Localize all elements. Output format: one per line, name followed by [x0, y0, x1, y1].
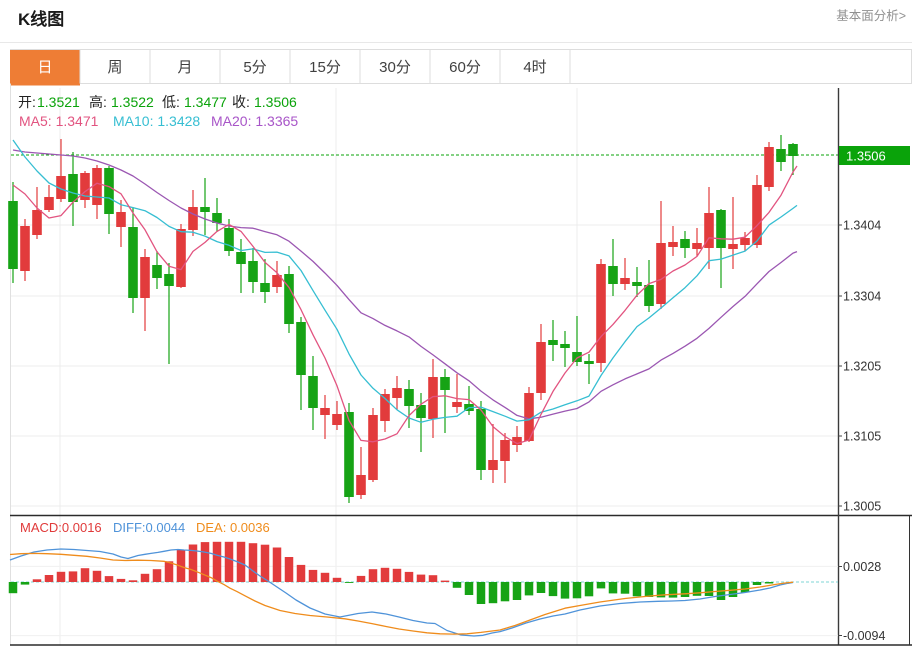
- svg-text:开:: 开:: [18, 94, 36, 110]
- svg-text:1.3105: 1.3105: [843, 430, 881, 444]
- svg-text:1.3506: 1.3506: [254, 94, 297, 110]
- svg-text:MA5: 1.3471: MA5: 1.3471: [19, 113, 99, 129]
- svg-text:1.3506: 1.3506: [846, 149, 886, 164]
- svg-text:MA20: 1.3365: MA20: 1.3365: [211, 113, 298, 129]
- svg-text:60分: 60分: [449, 59, 481, 76]
- svg-text:1.3477: 1.3477: [184, 94, 227, 110]
- svg-text:收:: 收:: [232, 94, 250, 110]
- svg-text:1.3404: 1.3404: [843, 219, 881, 233]
- svg-text:月: 月: [177, 59, 192, 76]
- svg-text:1.3005: 1.3005: [843, 500, 881, 514]
- svg-text:15分: 15分: [309, 59, 341, 76]
- svg-text:1.3522: 1.3522: [111, 94, 154, 110]
- svg-text:1.3521: 1.3521: [37, 94, 80, 110]
- svg-text:高:: 高:: [89, 94, 107, 110]
- svg-text:0.0028: 0.0028: [843, 560, 881, 574]
- svg-text:4时: 4时: [523, 59, 546, 76]
- svg-text:K线图: K线图: [18, 9, 64, 29]
- svg-text:1.3304: 1.3304: [843, 290, 881, 304]
- svg-text:日: 日: [37, 59, 52, 76]
- svg-text:-0.0094: -0.0094: [843, 629, 885, 643]
- svg-text:1.3205: 1.3205: [843, 360, 881, 374]
- svg-text:MA10: 1.3428: MA10: 1.3428: [113, 113, 200, 129]
- svg-text:MACD:0.0016: MACD:0.0016: [20, 520, 102, 535]
- svg-text:周: 周: [107, 59, 122, 76]
- svg-text:DIFF:0.0044: DIFF:0.0044: [113, 520, 185, 535]
- svg-text:30分: 30分: [379, 59, 411, 76]
- svg-text:低:: 低:: [162, 94, 180, 110]
- svg-text:DEA: 0.0036: DEA: 0.0036: [196, 520, 270, 535]
- svg-text:5分: 5分: [243, 59, 266, 76]
- svg-text:基本面分析>: 基本面分析>: [836, 9, 906, 23]
